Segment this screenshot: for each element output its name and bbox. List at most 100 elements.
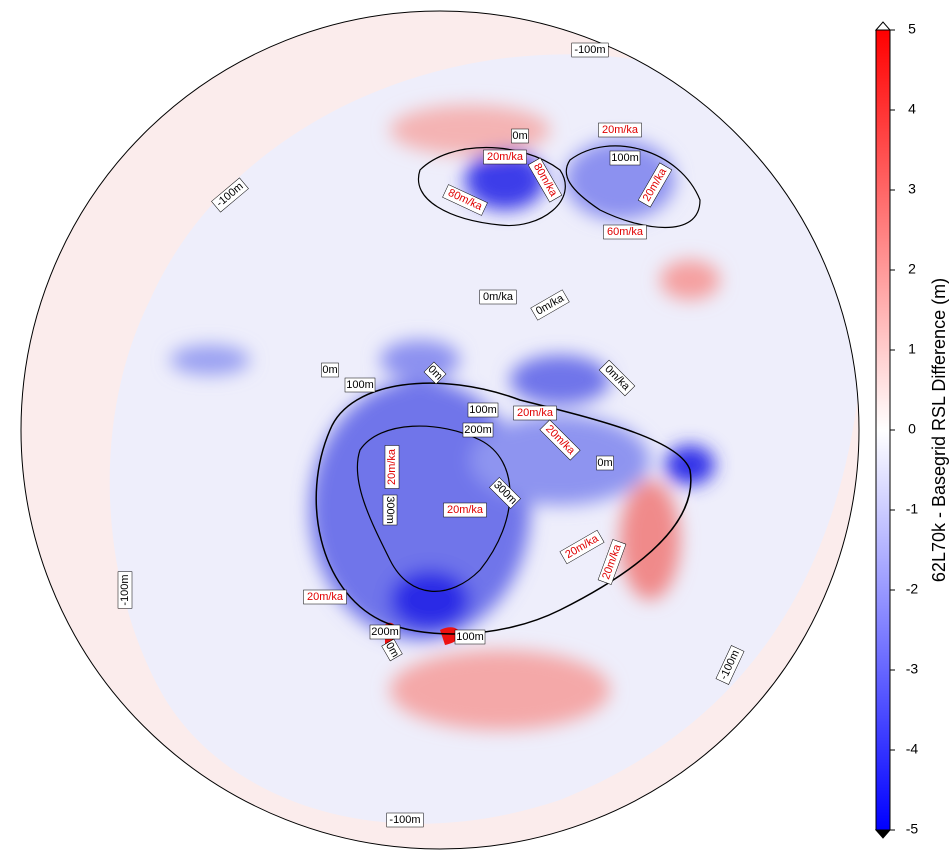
label-background — [715, 645, 745, 685]
label-background — [479, 289, 517, 305]
contour-label-box: 0m — [423, 361, 447, 385]
contour-label: -100m — [119, 574, 131, 605]
colorbar-tick-label: 2 — [908, 261, 916, 277]
label-background — [513, 405, 557, 421]
label-background — [467, 402, 499, 418]
contour-label: 0m — [512, 130, 527, 142]
contour-label-box: 0m — [511, 128, 529, 144]
contour-label-box: 100m — [454, 629, 486, 645]
contour-label-box: 100m — [467, 402, 499, 418]
label-background — [559, 529, 605, 565]
contour-label-box: 0m — [381, 638, 403, 662]
label-background — [321, 362, 339, 378]
label-background — [386, 812, 424, 828]
contour-label-box: 200m — [369, 624, 401, 640]
colorbar-label: 62L70k - Basegrid RSL Difference (m) — [929, 278, 949, 582]
label-background — [211, 177, 249, 213]
label-background — [603, 224, 647, 240]
label-background — [489, 477, 521, 509]
label-background — [384, 445, 400, 489]
colorbar-tick-label: -1 — [906, 501, 919, 517]
contour-label-box: -100m — [386, 812, 424, 828]
colorbar-tick-label: 3 — [908, 181, 916, 197]
label-background — [454, 629, 486, 645]
contour-label-box: 100m — [344, 377, 376, 393]
label-background — [530, 289, 570, 321]
contour-label-box: 0m/ka — [479, 289, 517, 305]
contour-label: 100m — [456, 631, 484, 643]
contour-label-box: 20m/ka — [384, 445, 400, 489]
contour-label: 20m/ka — [307, 591, 344, 603]
label-background — [511, 128, 529, 144]
contour — [315, 382, 692, 635]
contour-label: -100m — [389, 814, 420, 826]
contour-label: 100m — [469, 404, 497, 416]
colorbar-tick-label: 0 — [908, 421, 916, 437]
contour-label-box: -100m — [117, 571, 133, 609]
colorbar-extend-top — [874, 21, 892, 31]
label-background — [303, 589, 347, 605]
contour-label-box: 20m/ka — [598, 122, 642, 138]
label-background — [571, 42, 609, 58]
contour-label-box: 100m — [609, 150, 641, 166]
colorbar: 62L70k - Basegrid RSL Difference (m) 5 4 3… — [874, 21, 949, 839]
label-background — [596, 455, 614, 471]
colorbar-tick-label: 1 — [908, 341, 916, 357]
contour-label: 60m/ka — [607, 226, 644, 238]
contour-label-box: 20m/ka — [443, 502, 487, 518]
contour-label: 0m/ka — [483, 291, 514, 303]
label-background — [609, 150, 641, 166]
contour-label: -100m — [574, 44, 605, 56]
label-background — [443, 502, 487, 518]
colorbar-tick-label: -2 — [906, 581, 919, 597]
contour-label-box: 60m/ka — [603, 224, 647, 240]
contour-label: 20m/ka — [447, 504, 484, 516]
contour-label: 200m — [371, 626, 399, 638]
contour-label-box: 0m — [596, 455, 614, 471]
label-background — [462, 422, 494, 438]
contour-label-box: -100m — [571, 42, 609, 58]
colorbar-tick-label: -3 — [906, 661, 919, 677]
contour-label-box: 0m — [321, 362, 339, 378]
contour-label: 300m — [384, 496, 396, 524]
label-background — [442, 184, 488, 216]
map-border — [20, 10, 860, 850]
contour-label-box: 20m/ka — [303, 589, 347, 605]
label-background — [483, 149, 527, 165]
label-background — [527, 157, 563, 203]
contour-label-box: 20m/ka — [483, 149, 527, 165]
colorbar-bar — [875, 29, 891, 831]
label-background — [423, 361, 447, 385]
contour-label-box: 200m — [462, 422, 494, 438]
contour-label: 20m/ka — [517, 407, 554, 419]
contour-label: 0m — [322, 364, 337, 376]
label-background — [598, 122, 642, 138]
label-background — [117, 571, 133, 609]
map — [21, 11, 859, 849]
contour-label-box: 300m — [382, 494, 398, 526]
contour-label-box: 20m/ka — [513, 405, 557, 421]
colorbar-tick-label: 5 — [908, 21, 916, 37]
contour-label: 200m — [464, 424, 492, 436]
label-background — [369, 624, 401, 640]
label-background — [344, 377, 376, 393]
label-background — [539, 419, 581, 461]
contour — [356, 425, 511, 592]
contour — [417, 145, 701, 228]
contour-label: 20m/ka — [487, 151, 524, 163]
contour-label: 0m — [597, 457, 612, 469]
contour-label: 100m — [611, 152, 639, 164]
anomaly-blobs — [170, 105, 720, 730]
contour-label: 20m/ka — [386, 448, 398, 485]
label-background — [597, 539, 627, 585]
label-background — [637, 162, 673, 208]
colorbar-tick-label: -4 — [906, 741, 919, 757]
colorbar-extend-bottom — [874, 829, 892, 839]
colorbar-tick-label: -5 — [906, 821, 919, 837]
contour-label: 100m — [346, 379, 374, 391]
label-background — [382, 494, 398, 526]
label-background — [381, 638, 403, 662]
colorbar-tick-label: 4 — [908, 101, 916, 117]
